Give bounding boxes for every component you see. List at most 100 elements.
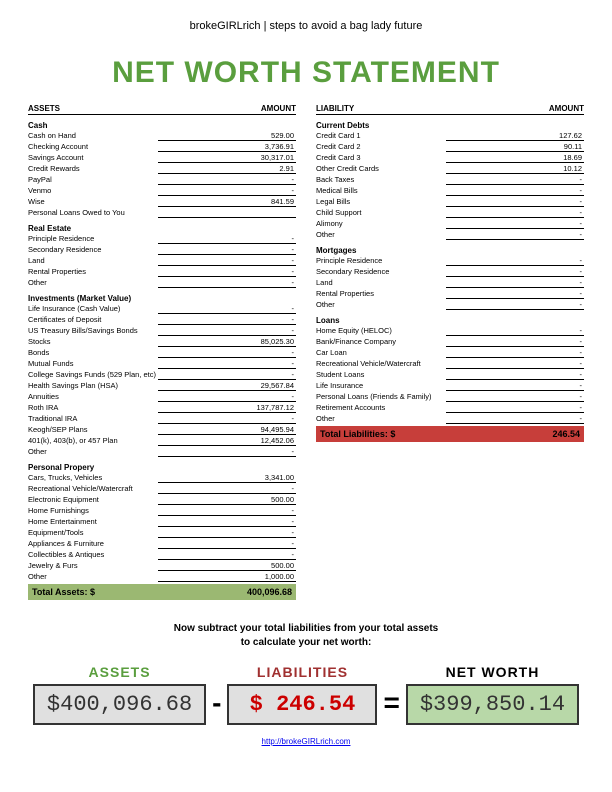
total-liab-label: Total Liabilities: $	[320, 429, 395, 439]
liab-col-label: LIABILITY	[316, 104, 354, 113]
line-item-value: -	[158, 278, 296, 288]
line-item-row: Credit Card 1127.62	[316, 130, 584, 141]
line-item-label: Medical Bills	[316, 186, 446, 195]
line-item-row: Back Taxes-	[316, 174, 584, 185]
line-item-value: 85,025.30	[158, 337, 296, 347]
line-item-row: Jewelry & Furs500.00	[28, 560, 296, 571]
line-item-label: Other	[316, 300, 446, 309]
calc-assets-group: ASSETS $400,096.68	[33, 664, 206, 725]
line-item-value: -	[446, 197, 584, 207]
line-item-label: Other	[28, 278, 158, 287]
line-item-value: -	[446, 278, 584, 288]
line-item-label: Other	[28, 447, 158, 456]
line-item-label: Secondary Residence	[316, 267, 446, 276]
page-title: NET WORTH STATEMENT	[28, 56, 584, 90]
liabilities-column: LIABILITY AMOUNT Current DebtsCredit Car…	[316, 104, 584, 600]
amount-label-2: AMOUNT	[549, 104, 584, 113]
line-item-value: -	[158, 484, 296, 494]
calc-liab-label: LIABILITIES	[227, 664, 377, 680]
total-assets-row: Total Assets: $ 400,096.68	[28, 584, 296, 600]
line-item-value: 529.00	[158, 131, 296, 141]
line-item-row: Checking Account3,736.91	[28, 141, 296, 152]
section-label: Mortgages	[316, 246, 584, 255]
line-item-label: Cars, Trucks, Vehicles	[28, 473, 158, 482]
line-item-value: -	[446, 300, 584, 310]
line-item-label: Health Savings Plan (HSA)	[28, 381, 158, 390]
footer-link[interactable]: http://brokeGIRLrich.com	[28, 737, 584, 746]
line-item-label: Student Loans	[316, 370, 446, 379]
line-item-label: Roth IRA	[28, 403, 158, 412]
line-item-row: Cars, Trucks, Vehicles3,341.00	[28, 472, 296, 483]
assets-col-label: ASSETS	[28, 104, 60, 113]
line-item-row: Other Credit Cards10.12	[316, 163, 584, 174]
page-header: brokeGIRLrich | steps to avoid a bag lad…	[28, 20, 584, 32]
line-item-label: PayPal	[28, 175, 158, 184]
line-item-row: Principle Residence-	[316, 255, 584, 266]
line-item-row: Venmo-	[28, 185, 296, 196]
line-item-label: Rental Properties	[28, 267, 158, 276]
line-item-label: Other	[28, 572, 158, 581]
line-item-row: US Treasury Bills/Savings Bonds-	[28, 325, 296, 336]
line-item-value: -	[158, 528, 296, 538]
line-item-label: Rental Properties	[316, 289, 446, 298]
line-item-row: Alimony-	[316, 218, 584, 229]
line-item-value: -	[446, 326, 584, 336]
line-item-label: Checking Account	[28, 142, 158, 151]
line-item-value: -	[158, 186, 296, 196]
line-item-row: Annuities-	[28, 391, 296, 402]
line-item-label: 401(k), 403(b), or 457 Plan	[28, 436, 158, 445]
line-item-label: Home Entertainment	[28, 517, 158, 526]
line-item-row: PayPal-	[28, 174, 296, 185]
instruction-line1: Now subtract your total liabilities from…	[174, 623, 439, 634]
line-item-label: Electronic Equipment	[28, 495, 158, 504]
line-item-label: US Treasury Bills/Savings Bonds	[28, 326, 158, 335]
line-item-row: Other-	[28, 277, 296, 288]
section-label: Personal Propery	[28, 463, 296, 472]
line-item-label: Stocks	[28, 337, 158, 346]
line-item-label: Traditional IRA	[28, 414, 158, 423]
line-item-value: -	[158, 370, 296, 380]
line-item-row: Principle Residence-	[28, 233, 296, 244]
line-item-value: -	[446, 256, 584, 266]
line-item-value: 2.91	[158, 164, 296, 174]
total-liab-value: 246.54	[552, 429, 580, 439]
line-item-value: -	[158, 414, 296, 424]
line-item-value: -	[446, 348, 584, 358]
calc-net-box: $399,850.14	[406, 684, 579, 725]
line-item-label: Cash on Hand	[28, 131, 158, 140]
line-item-row: Secondary Residence-	[316, 266, 584, 277]
line-item-label: Other	[316, 230, 446, 239]
line-item-row: Student Loans-	[316, 369, 584, 380]
total-assets-label: Total Assets: $	[32, 587, 95, 597]
line-item-label: Credit Card 3	[316, 153, 446, 162]
statement-columns: ASSETS AMOUNT CashCash on Hand529.00Chec…	[28, 104, 584, 600]
line-item-label: Legal Bills	[316, 197, 446, 206]
line-item-label: Bank/Finance Company	[316, 337, 446, 346]
section-label: Investments (Market Value)	[28, 294, 296, 303]
instruction-line2: to calculate your net worth:	[241, 637, 372, 648]
line-item-label: Back Taxes	[316, 175, 446, 184]
line-item-row: Credit Card 318.69	[316, 152, 584, 163]
line-item-label: Venmo	[28, 186, 158, 195]
line-item-row: 401(k), 403(b), or 457 Plan12,452.06	[28, 435, 296, 446]
line-item-label: Alimony	[316, 219, 446, 228]
line-item-value: -	[158, 447, 296, 457]
calc-assets-label: ASSETS	[33, 664, 206, 680]
liab-header: LIABILITY AMOUNT	[316, 104, 584, 115]
line-item-label: Life Insurance	[316, 381, 446, 390]
line-item-row: Cash on Hand529.00	[28, 130, 296, 141]
line-item-label: Jewelry & Furs	[28, 561, 158, 570]
line-item-label: Recreational Vehicle/Watercraft	[28, 484, 158, 493]
line-item-row: Land-	[316, 277, 584, 288]
line-item-row: Bank/Finance Company-	[316, 336, 584, 347]
line-item-row: Home Entertainment-	[28, 516, 296, 527]
line-item-value: -	[158, 539, 296, 549]
line-item-value: 29,567.84	[158, 381, 296, 391]
line-item-value: -	[446, 267, 584, 277]
line-item-label: Recreational Vehicle/Watercraft	[316, 359, 446, 368]
line-item-row: Recreational Vehicle/Watercraft-	[316, 358, 584, 369]
calc-liab-group: LIABILITIES $ 246.54	[227, 664, 377, 725]
line-item-row: Car Loan-	[316, 347, 584, 358]
line-item-label: Equipment/Tools	[28, 528, 158, 537]
line-item-label: Bonds	[28, 348, 158, 357]
